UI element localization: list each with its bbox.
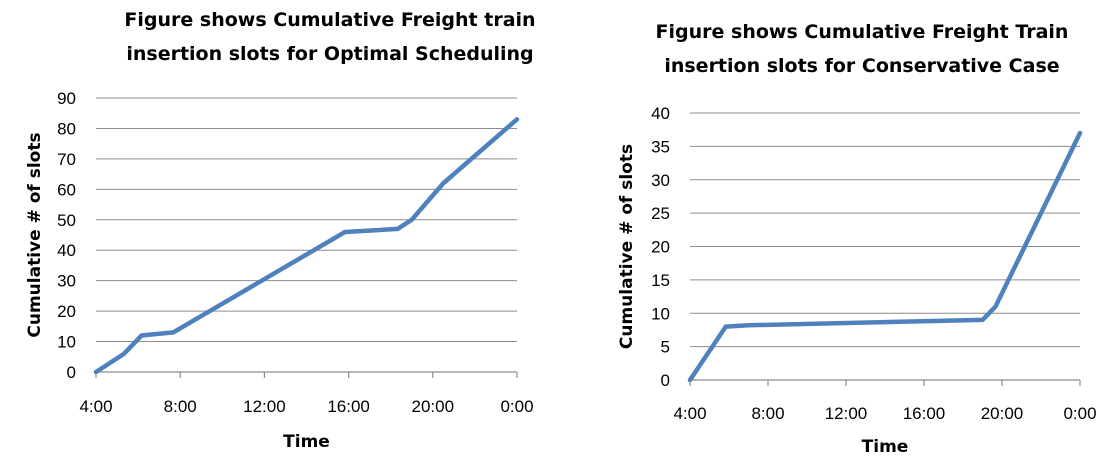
y-tick-label: 90 — [57, 89, 76, 108]
chart-2: Figure shows Cumulative Freight Train ins… — [617, 21, 1097, 457]
y-tick-label: 30 — [651, 171, 670, 190]
y-tick-label: 10 — [651, 304, 670, 323]
y-tick-label: 5 — [661, 338, 670, 357]
y-tick-label: 60 — [57, 180, 76, 199]
y-tick-label: 80 — [57, 119, 76, 138]
series-line — [687, 130, 1083, 383]
chart-title-line-1: Figure shows Cumulative Freight Train — [656, 21, 1069, 43]
x-axis-title: Time — [283, 432, 330, 452]
x-tick-label: 0:00 — [1063, 404, 1096, 423]
x-tick-label: 0:00 — [500, 397, 533, 416]
x-tick-label: 4:00 — [673, 404, 706, 423]
y-axis-title: Cumulative # of slots — [617, 144, 637, 349]
chart-title-line-1: Figure shows Cumulative Freight train — [124, 9, 535, 31]
x-tick-label: 20:00 — [981, 404, 1024, 423]
x-tick-label: 4:00 — [79, 397, 112, 416]
y-tick-label: 25 — [651, 204, 670, 223]
y-tick-label: 70 — [57, 150, 76, 169]
y-tick-label: 35 — [651, 137, 670, 156]
y-tick-label: 15 — [651, 271, 670, 290]
series-line — [93, 117, 520, 375]
y-tick-label: 0 — [661, 371, 670, 390]
y-tick-label: 20 — [57, 302, 76, 321]
x-tick-label: 16:00 — [903, 404, 946, 423]
x-tick-label: 12:00 — [243, 397, 286, 416]
x-tick-label: 12:00 — [825, 404, 868, 423]
y-tick-label: 0 — [67, 363, 76, 382]
chart-title-line-2: insertion slots for Conservative Case — [664, 55, 1059, 77]
chart-1: Figure shows Cumulative Freight train ins… — [25, 9, 536, 452]
x-tick-label: 16:00 — [327, 397, 370, 416]
y-tick-label: 30 — [57, 272, 76, 291]
y-tick-label: 20 — [651, 238, 670, 257]
chart-title-line-2: insertion slots for Optimal Scheduling — [126, 43, 533, 65]
x-tick-label: 8:00 — [751, 404, 784, 423]
x-axis-title: Time — [862, 437, 909, 457]
y-tick-label: 50 — [57, 211, 76, 230]
y-tick-label: 10 — [57, 333, 76, 352]
y-axis-title: Cumulative # of slots — [25, 132, 45, 337]
y-tick-label: 40 — [57, 241, 76, 260]
y-tick-label: 40 — [651, 104, 670, 123]
x-tick-label: 8:00 — [164, 397, 197, 416]
x-tick-label: 20:00 — [412, 397, 455, 416]
